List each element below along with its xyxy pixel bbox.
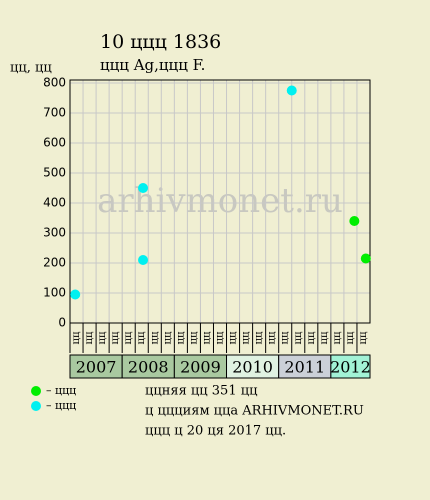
y-tick-label: 600 bbox=[43, 136, 66, 150]
quarter-label: цц bbox=[123, 331, 134, 344]
legend-label: – ццц bbox=[46, 384, 76, 397]
point bbox=[138, 183, 149, 193]
quarter-label: цц bbox=[136, 331, 147, 344]
y-tick-label: 700 bbox=[43, 106, 66, 120]
legend-swatch bbox=[31, 386, 41, 396]
note: ццц ц 20 ця 2017 цц. bbox=[145, 424, 286, 439]
point bbox=[349, 216, 360, 226]
point bbox=[70, 289, 81, 300]
plot-frame bbox=[69, 79, 371, 324]
y-tick-label: 800 bbox=[43, 76, 66, 90]
y-tick-label: 0 bbox=[58, 316, 66, 330]
quarter-label: цц bbox=[110, 331, 121, 344]
quarter-label: цц bbox=[175, 331, 186, 344]
quarter-label: цц bbox=[84, 331, 95, 344]
y-tick-label: 500 bbox=[43, 166, 66, 180]
quarter-label: цц bbox=[358, 331, 369, 344]
watermark: arhivmonet.ru bbox=[97, 181, 343, 221]
quarter-label: цц bbox=[215, 331, 226, 344]
year-label: 2011 bbox=[284, 358, 325, 377]
quarter-label: цц bbox=[332, 331, 343, 344]
note: ц ццциям ццa ARHIVMONET.RU bbox=[145, 404, 364, 419]
quarter-label: цц bbox=[254, 331, 265, 344]
y-tick-label: 100 bbox=[43, 286, 66, 300]
quarter-label: цц bbox=[241, 331, 252, 344]
quarter-label: цц bbox=[201, 331, 212, 344]
legend-label: – ццц bbox=[46, 399, 76, 412]
y-tick-label: 400 bbox=[43, 196, 66, 210]
quarter-label: цц bbox=[71, 331, 82, 344]
y-axis-label: цц, цц bbox=[10, 61, 52, 76]
quarter-label: цц bbox=[97, 331, 108, 344]
quarter-label: цц bbox=[162, 331, 173, 344]
quarter-label: цц bbox=[228, 331, 239, 344]
quarter-label: цц bbox=[306, 331, 317, 344]
year-label: 2009 bbox=[180, 358, 221, 377]
point bbox=[286, 85, 297, 96]
year-label: 2007 bbox=[76, 358, 117, 377]
year-band bbox=[330, 354, 371, 379]
y-tick-label: 300 bbox=[43, 226, 66, 240]
quarter-label: цц bbox=[149, 331, 160, 344]
quarter-label: цц bbox=[345, 331, 356, 344]
year-label: 2008 bbox=[128, 358, 169, 377]
y-tick-label: 200 bbox=[43, 256, 66, 270]
quarter-label: цц bbox=[267, 331, 278, 344]
note: ццняя цц 351 цц bbox=[145, 384, 257, 399]
quarter-label: цц bbox=[293, 331, 304, 344]
point bbox=[360, 253, 371, 264]
year-label: 2010 bbox=[232, 358, 273, 377]
quarter-label: цц bbox=[319, 331, 330, 344]
year-label: 2012 bbox=[330, 358, 371, 377]
quarter-label: цц bbox=[280, 331, 291, 344]
chart-title: 10 ццц 1836 bbox=[100, 31, 221, 53]
legend-swatch bbox=[31, 401, 41, 411]
point bbox=[138, 255, 149, 265]
quarter-label: цц bbox=[188, 331, 199, 344]
chart-subtitle: ццц Ag,ццц F. bbox=[100, 56, 205, 74]
